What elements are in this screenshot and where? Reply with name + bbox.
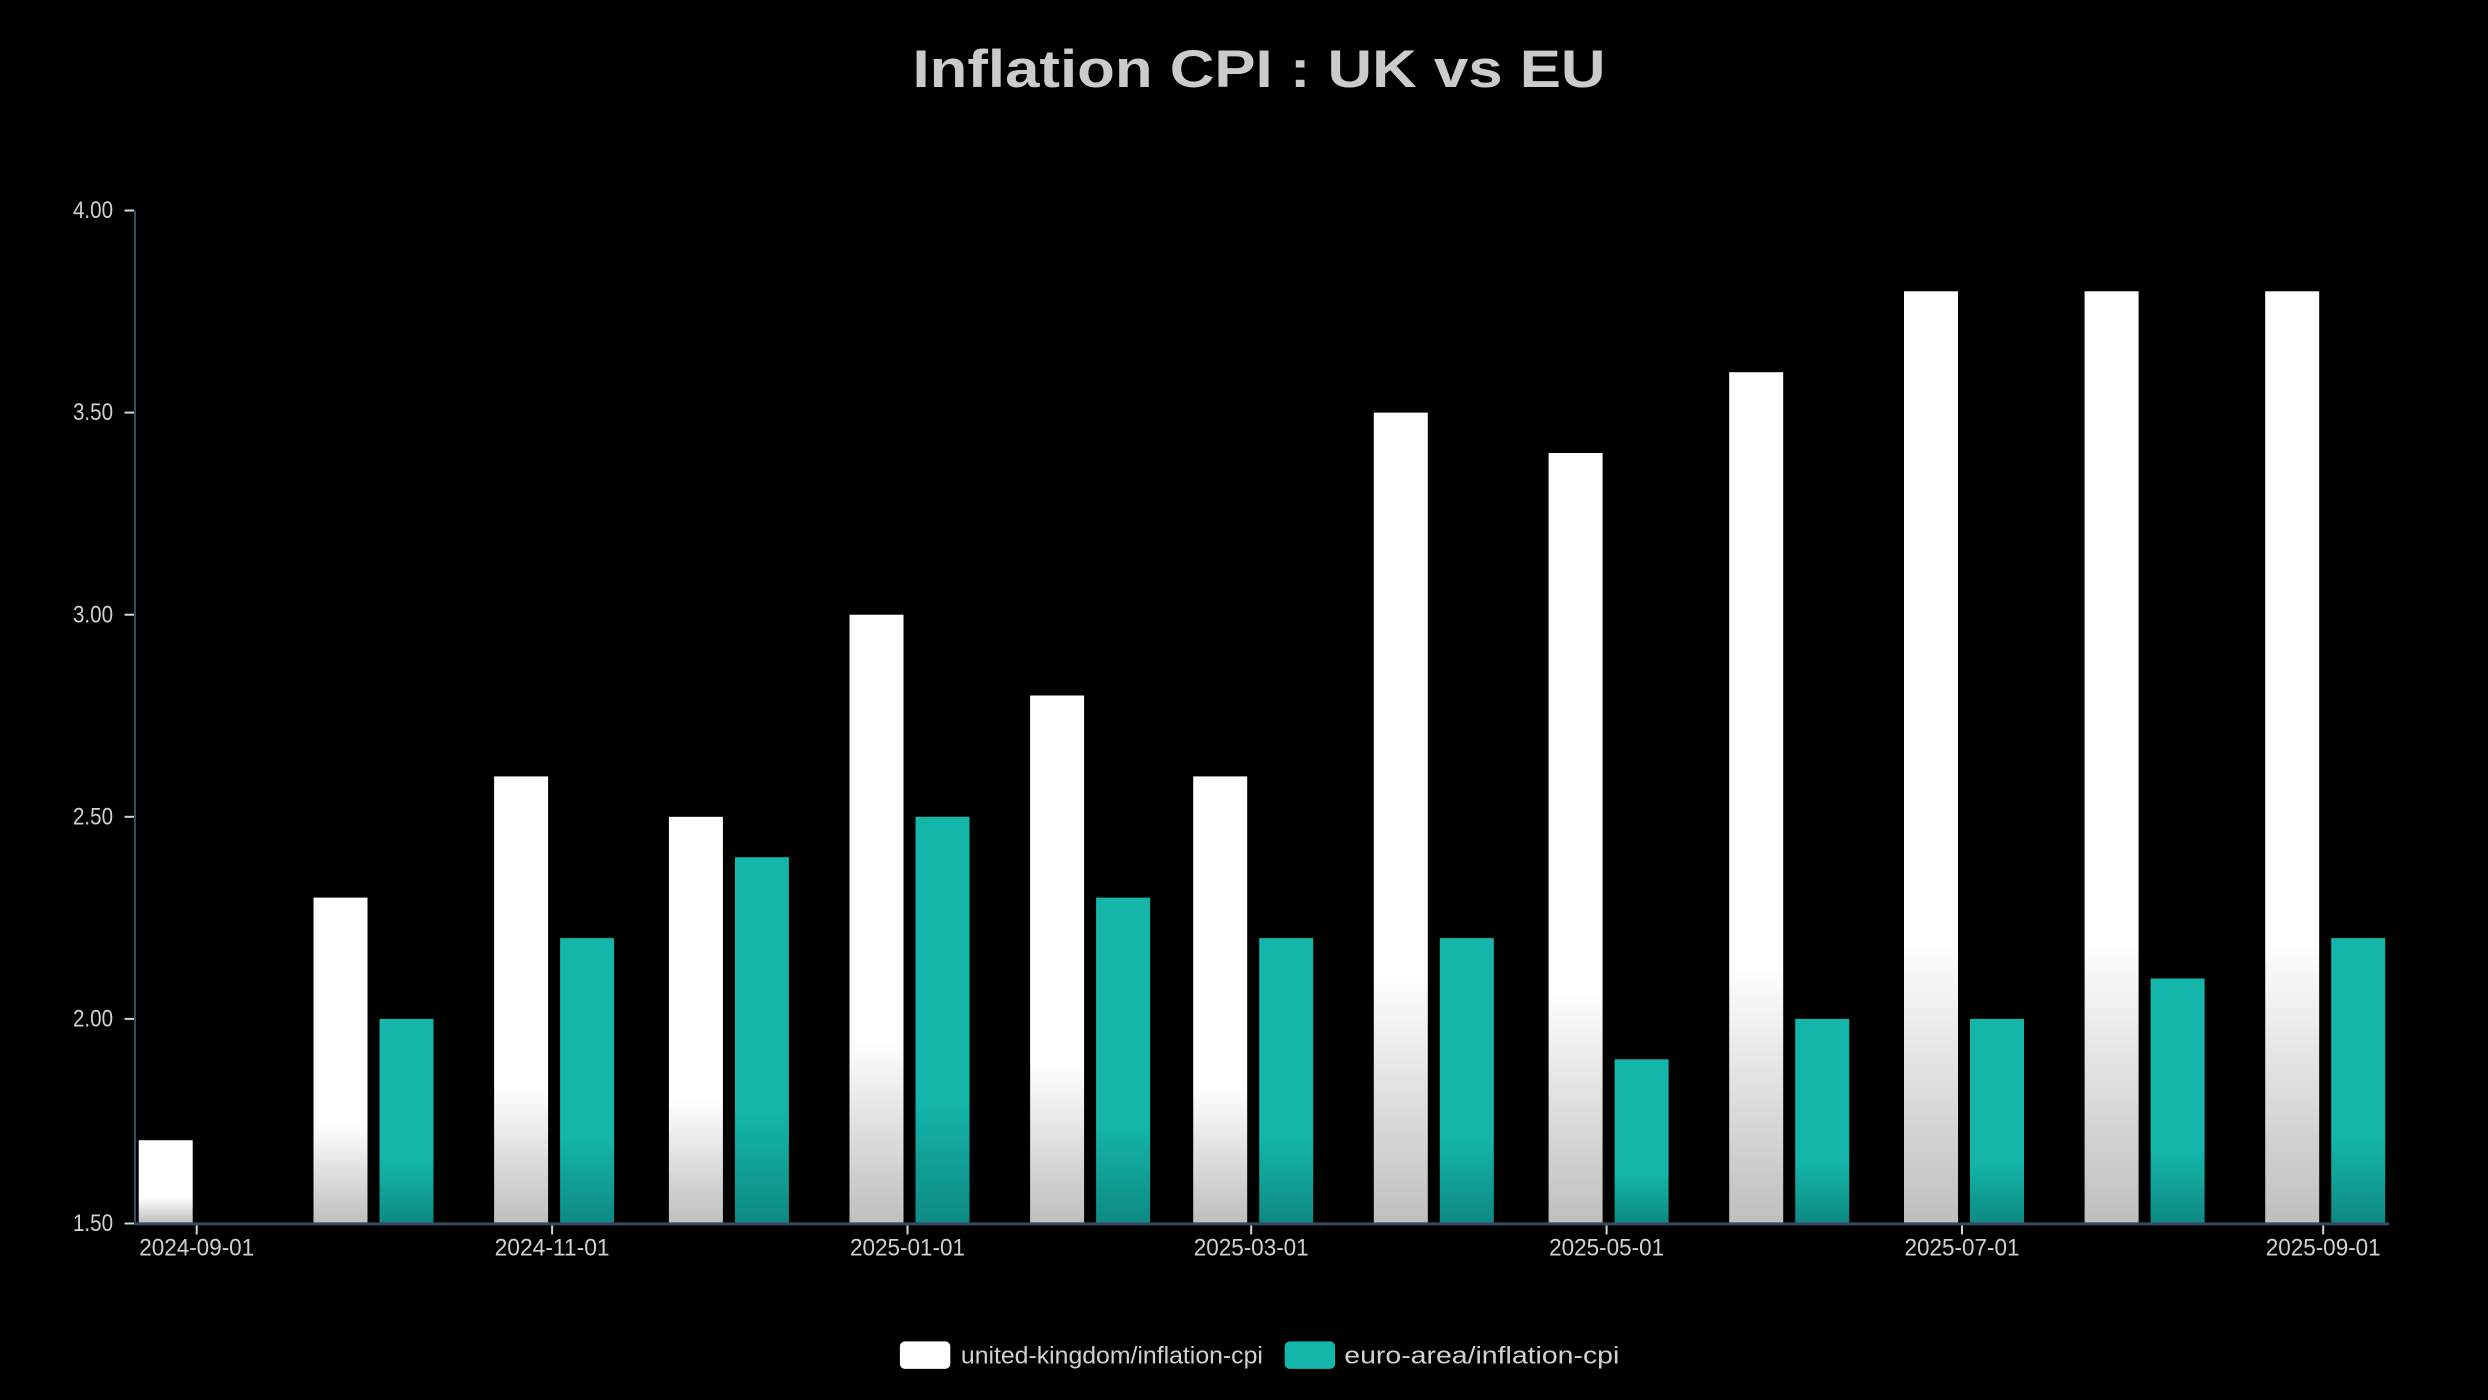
svg-text:2025-01-01: 2025-01-01 <box>850 1235 965 1262</box>
svg-text:2024-11-01: 2024-11-01 <box>495 1235 610 1262</box>
svg-text:4.00: 4.00 <box>73 197 113 224</box>
svg-text:2025-09-01: 2025-09-01 <box>2266 1235 2381 1262</box>
svg-text:2.50: 2.50 <box>73 803 113 830</box>
svg-text:2025-03-01: 2025-03-01 <box>1194 1235 1309 1262</box>
svg-text:2025-05-01: 2025-05-01 <box>1549 1235 1664 1262</box>
svg-text:euro-area/inflation-cpi: euro-area/inflation-cpi <box>1344 1343 1619 1370</box>
svg-text:united-kingdom/inflation-cpi: united-kingdom/inflation-cpi <box>961 1343 1263 1370</box>
svg-text:Inflation CPI : UK vs EU: Inflation CPI : UK vs EU <box>913 40 1606 99</box>
svg-text:3.00: 3.00 <box>73 601 113 628</box>
svg-text:2025-07-01: 2025-07-01 <box>1905 1235 2020 1262</box>
svg-text:2.00: 2.00 <box>73 1006 113 1033</box>
svg-text:3.50: 3.50 <box>73 399 113 426</box>
svg-text:2024-09-01: 2024-09-01 <box>139 1235 254 1262</box>
svg-text:1.50: 1.50 <box>73 1210 113 1237</box>
